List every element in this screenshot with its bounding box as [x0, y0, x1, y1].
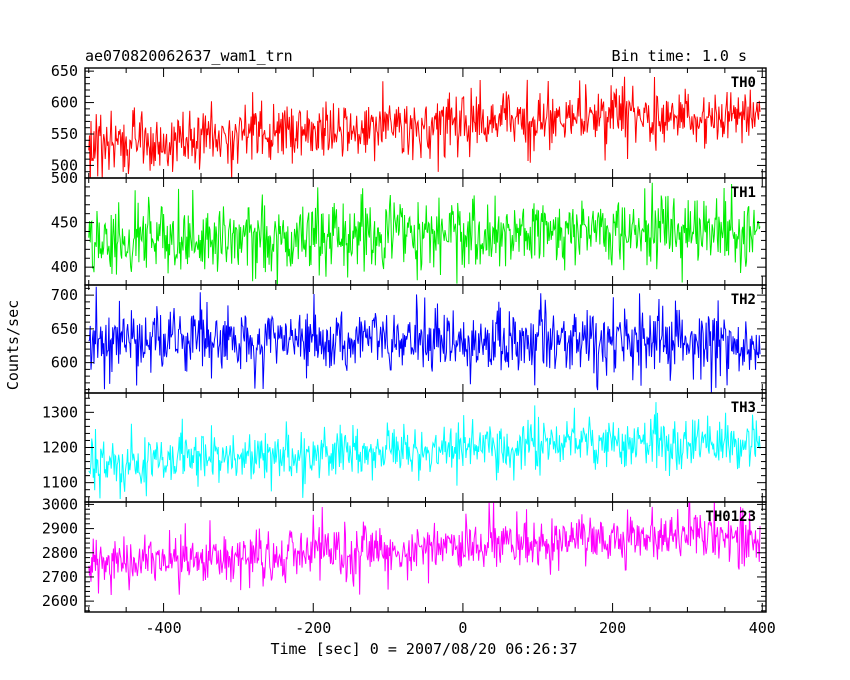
panel-th2: 600 650 700 TH2 [51, 284, 767, 394]
y-tick-label: 600 [51, 94, 78, 112]
y-tick-label: 1200 [42, 439, 78, 457]
series-th3 [88, 402, 761, 499]
series-th0 [88, 76, 761, 178]
panel-th0: 500 550 600 650 TH0 [51, 62, 767, 179]
panel-label: TH0 [731, 75, 756, 91]
x-tick-label: 0 [458, 619, 467, 637]
object-name: ae070820062637_wam1_trn [85, 47, 293, 65]
series-th0123 [88, 502, 761, 595]
series-th2 [88, 286, 761, 393]
y-tick-label: 2600 [42, 592, 78, 610]
y-tick-label: 2800 [42, 544, 78, 562]
x-axis-title: Time [sec] 0 = 2007/08/20 06:26:37 [270, 640, 577, 658]
panel-label: TH3 [731, 400, 756, 416]
x-tick-label: -400 [146, 619, 182, 637]
y-tick-label: 1100 [42, 474, 78, 492]
panel-th1: 400 450 500 TH1 [51, 169, 767, 286]
panel-label: TH0123 [705, 509, 756, 525]
x-tick-label: -200 [295, 619, 331, 637]
panel-th0123: 2600 2700 2800 2900 3000 TH0123 [42, 495, 767, 613]
y-tick-label: 650 [51, 62, 78, 80]
panel-label: TH1 [731, 185, 756, 201]
bin-time-label: Bin time: 1.0 s [612, 47, 747, 65]
y-tick-label: 1300 [42, 403, 78, 421]
y-tick-label: 600 [51, 354, 78, 372]
panel-th3: 1100 1200 1300 TH3 [42, 392, 767, 503]
x-tick-label: 200 [599, 619, 626, 637]
y-tick-label: 500 [51, 156, 78, 174]
y-tick-label: 500 [51, 169, 78, 187]
y-tick-label: 450 [51, 214, 78, 232]
y-tick-label: 400 [51, 258, 78, 276]
x-axis: -400 -200 0 200 400 [146, 619, 776, 637]
y-tick-label: 700 [51, 286, 78, 304]
y-tick-label: 550 [51, 125, 78, 143]
y-tick-label: 2700 [42, 568, 78, 586]
y-tick-label: 3000 [42, 495, 78, 513]
y-tick-label: 650 [51, 320, 78, 338]
panel-label: TH2 [731, 292, 756, 308]
chart-panels: 500 550 600 650 TH0 400 450 500 TH1 600 650 700 TH2 1… [42, 62, 767, 613]
x-tick-label: 400 [749, 619, 776, 637]
series-th1 [88, 182, 761, 285]
y-tick-label: 2900 [42, 520, 78, 538]
y-axis-title: Counts/sec [4, 300, 22, 390]
